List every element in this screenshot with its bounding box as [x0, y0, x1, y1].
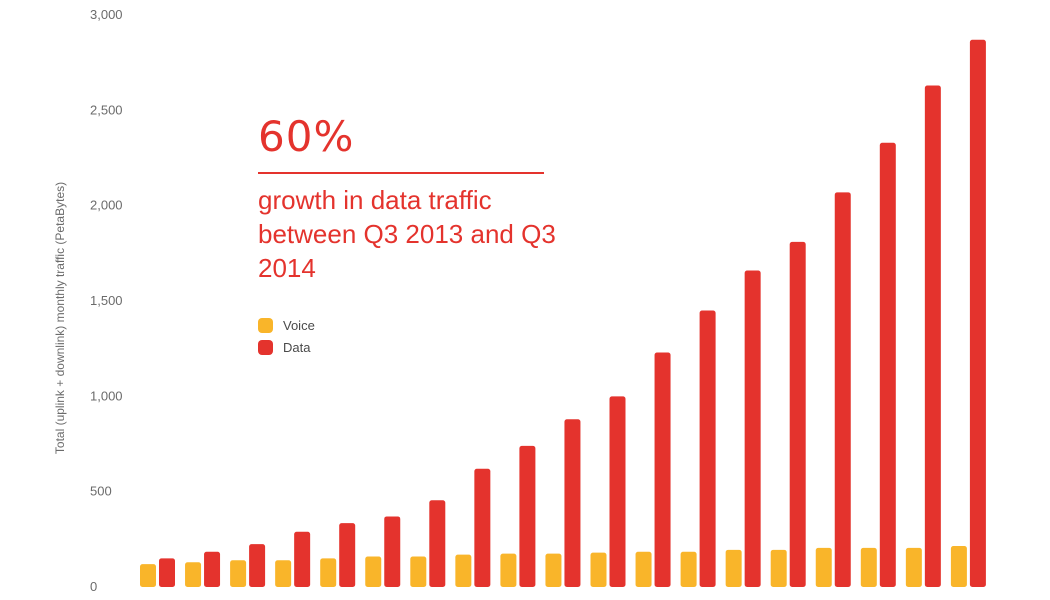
annotation-divider — [258, 172, 544, 174]
legend-swatch-data — [258, 339, 273, 355]
y-tick-label: 1,000 — [90, 388, 123, 403]
bar-data-13 — [699, 310, 716, 587]
bar-data-7 — [429, 500, 446, 587]
bar-voice-7 — [410, 556, 427, 587]
bar-data-9 — [519, 445, 536, 587]
y-tick-label: 2,000 — [90, 198, 123, 213]
bar-data-3 — [249, 544, 266, 587]
bar-data-17 — [879, 142, 896, 587]
bar-voice-17 — [860, 547, 877, 587]
legend-item-data: Data — [258, 336, 315, 358]
y-axis-label: Total (uplink + downlink) monthly traffi… — [53, 182, 67, 454]
bar-data-16 — [834, 192, 851, 587]
bar-voice-1 — [140, 564, 156, 587]
bar-voice-19 — [950, 546, 967, 587]
bar-voice-5 — [320, 558, 337, 587]
bars — [140, 39, 986, 588]
bar-data-2 — [204, 551, 221, 587]
bar-data-5 — [339, 523, 356, 587]
bar-voice-2 — [185, 562, 202, 587]
bar-data-8 — [474, 468, 491, 587]
bar-data-15 — [789, 241, 806, 588]
legend-label-voice: Voice — [283, 317, 315, 333]
legend-swatch-voice — [258, 317, 273, 333]
bar-data-10 — [564, 419, 581, 587]
bar-voice-9 — [500, 553, 517, 587]
bar-data-1 — [159, 558, 175, 587]
y-tick-label: 0 — [90, 579, 97, 594]
legend: Voice Data — [258, 314, 315, 358]
y-tick-label: 2,500 — [90, 102, 123, 117]
bar-voice-13 — [680, 551, 697, 587]
bar-voice-16 — [815, 547, 832, 587]
bar-voice-3 — [230, 560, 247, 587]
bar-voice-8 — [455, 554, 472, 587]
y-axis-ticks: 0 500 1,000 1,500 2,000 2,500 3,000 — [90, 7, 123, 594]
legend-item-voice: Voice — [258, 314, 315, 336]
annotation: 60% growth in data traffic between Q3 20… — [258, 112, 556, 285]
bar-voice-15 — [770, 549, 787, 587]
bar-data-18 — [924, 85, 941, 588]
bar-voice-10 — [545, 553, 562, 587]
bar-data-14 — [744, 270, 761, 587]
bar-voice-11 — [590, 552, 607, 587]
bar-data-12 — [654, 352, 671, 587]
annotation-text: growth in data traffic between Q3 2013 a… — [258, 185, 556, 283]
bar-voice-4 — [275, 560, 292, 587]
annotation-value: 60% — [258, 112, 355, 161]
bar-data-11 — [609, 396, 626, 587]
bar-data-4 — [294, 531, 311, 587]
y-tick-label: 3,000 — [90, 7, 123, 22]
legend-label-data: Data — [283, 339, 311, 355]
bar-voice-6 — [365, 556, 382, 587]
bar-voice-18 — [905, 547, 922, 587]
bar-voice-14 — [725, 549, 742, 587]
bar-data-19 — [969, 39, 986, 587]
bar-data-6 — [384, 516, 401, 587]
y-tick-label: 500 — [90, 484, 112, 499]
y-tick-label: 1,500 — [90, 293, 123, 308]
bar-voice-12 — [635, 551, 652, 587]
